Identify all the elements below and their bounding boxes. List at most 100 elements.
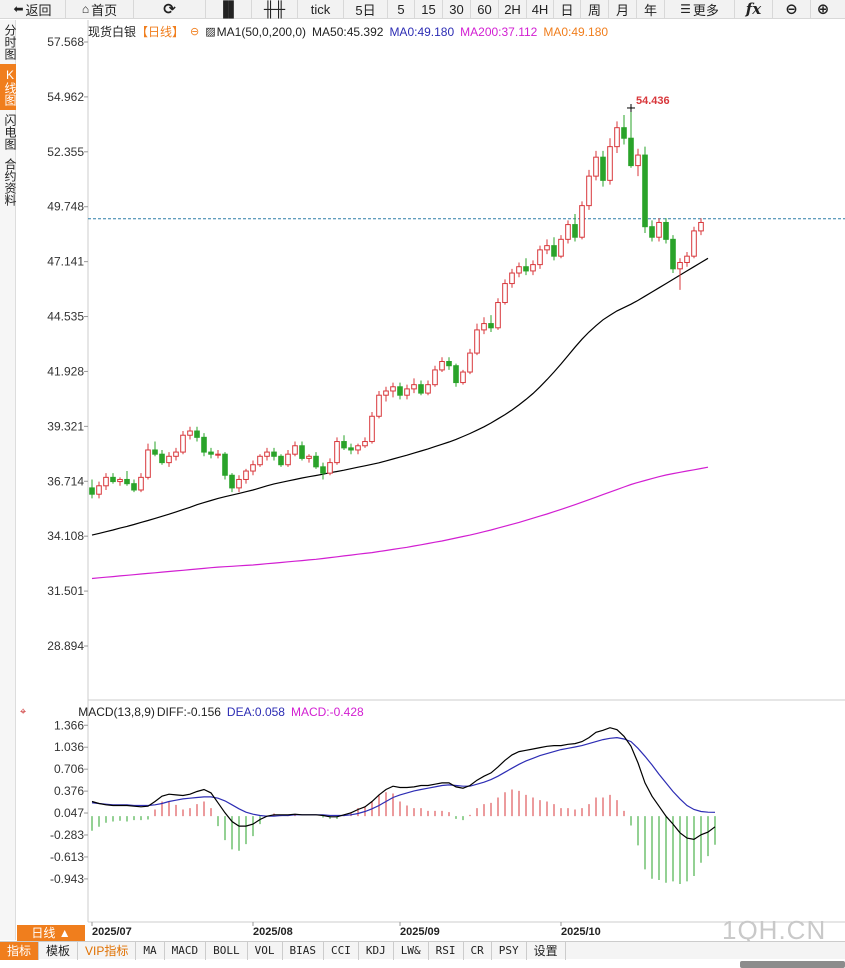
candle bbox=[467, 348, 473, 375]
tab-psy[interactable]: PSY bbox=[492, 941, 527, 960]
period-week[interactable]: 周 bbox=[581, 0, 609, 19]
candle-body bbox=[131, 483, 137, 491]
tab-indicator[interactable]: 指标 bbox=[0, 941, 40, 960]
candle-body bbox=[110, 476, 116, 483]
indicator-icon[interactable]: ▨ bbox=[205, 26, 216, 38]
horizontal-scrollbar[interactable] bbox=[740, 961, 845, 968]
macd-name: MACD(13,8,9) bbox=[78, 705, 155, 719]
period-month[interactable]: 月 bbox=[609, 0, 637, 19]
candle-body bbox=[313, 455, 319, 468]
candle bbox=[621, 115, 627, 145]
candle-body bbox=[481, 323, 487, 331]
macd-settings-icon[interactable]: ⌖ bbox=[20, 705, 27, 718]
candle bbox=[278, 454, 284, 467]
chart-canvas[interactable]: 54.436 57.568 54.962 52.355 49.748 47.141 44.… bbox=[0, 0, 845, 940]
period-2h[interactable]: 2H bbox=[499, 0, 527, 19]
candle-body bbox=[607, 146, 613, 181]
candle bbox=[89, 479, 95, 499]
candle-body bbox=[299, 445, 305, 459]
period-day[interactable]: 日 bbox=[554, 0, 581, 19]
candle bbox=[663, 218, 669, 244]
more-button[interactable]: ☰ 更多 bbox=[665, 0, 735, 19]
candle-body bbox=[460, 371, 466, 384]
candle bbox=[509, 268, 515, 288]
candle-body bbox=[530, 264, 536, 272]
tab-kdj[interactable]: KDJ bbox=[359, 941, 394, 960]
candle-body bbox=[565, 224, 571, 240]
x-tick-label: 2025/08 bbox=[253, 926, 293, 938]
period-15[interactable]: 15 bbox=[415, 0, 443, 19]
candle bbox=[166, 452, 172, 467]
tab-macd[interactable]: MACD bbox=[165, 941, 207, 960]
candle bbox=[418, 380, 424, 396]
tab-flash-chart[interactable]: 闪电图 bbox=[3, 114, 17, 150]
period-year[interactable]: 年 bbox=[637, 0, 665, 19]
tab-intraday[interactable]: 分时图 bbox=[3, 24, 17, 60]
candle-body bbox=[229, 474, 235, 489]
home-button[interactable]: ⌂ 首页 bbox=[66, 0, 134, 19]
tab-vip-indicator[interactable]: VIP指标 bbox=[78, 941, 137, 960]
candle-body bbox=[600, 156, 606, 181]
candle bbox=[306, 454, 312, 463]
period-5[interactable]: 5 bbox=[388, 0, 415, 19]
tab-ma[interactable]: MA bbox=[136, 941, 165, 960]
candle-chart-button[interactable]: ╫╫ bbox=[252, 0, 298, 19]
y-tick-label: 57.568 bbox=[47, 35, 84, 49]
y-tick-label: 28.894 bbox=[47, 639, 84, 653]
tab-rsi[interactable]: RSI bbox=[429, 941, 464, 960]
candle-body bbox=[698, 221, 704, 232]
tab-contract-info[interactable]: 合约资料 bbox=[3, 158, 17, 206]
y-tick-label: 49.748 bbox=[47, 200, 84, 214]
candle bbox=[320, 462, 326, 480]
candle bbox=[628, 107, 634, 168]
candle bbox=[586, 169, 592, 210]
candlestick-icon: ╫╫ bbox=[263, 0, 286, 18]
ma0-value: MA0:49.180 bbox=[389, 24, 455, 39]
period-tick[interactable]: tick bbox=[298, 0, 344, 19]
candle bbox=[173, 447, 179, 461]
candle bbox=[243, 468, 249, 484]
tab-settings[interactable]: 设置 bbox=[527, 941, 566, 960]
tab-template[interactable]: 模板 bbox=[39, 941, 79, 960]
candle bbox=[446, 357, 452, 370]
period-5day[interactable]: 5日 bbox=[344, 0, 388, 19]
bar-chart-button[interactable]: ▐▌ bbox=[206, 0, 252, 19]
candle-body bbox=[236, 478, 242, 489]
candle bbox=[425, 380, 431, 396]
candle-body bbox=[320, 466, 326, 474]
settings-circle-icon[interactable]: ⊖ bbox=[190, 26, 200, 38]
candle bbox=[152, 441, 158, 457]
period-30[interactable]: 30 bbox=[443, 0, 471, 19]
candle-body bbox=[173, 451, 179, 457]
candle bbox=[250, 460, 256, 476]
period-4h[interactable]: 4H bbox=[527, 0, 554, 19]
tab-kline[interactable]: K线图 bbox=[0, 64, 17, 110]
candle-body bbox=[656, 221, 662, 238]
refresh-button[interactable]: ⟳ bbox=[134, 0, 206, 19]
tab-lw[interactable]: LW& bbox=[394, 941, 429, 960]
period-60[interactable]: 60 bbox=[471, 0, 499, 19]
candle-body bbox=[502, 283, 508, 304]
zoom-in-button[interactable]: ⊕ bbox=[811, 0, 835, 19]
candle bbox=[222, 452, 228, 480]
candle-body bbox=[453, 365, 459, 384]
candle bbox=[299, 441, 305, 461]
zoom-out-button[interactable]: ⊖ bbox=[773, 0, 811, 19]
tab-cci[interactable]: CCI bbox=[324, 941, 359, 960]
fx-icon: fx bbox=[745, 0, 762, 18]
candle-body bbox=[432, 369, 438, 386]
back-button[interactable]: ⬅ 返回 bbox=[0, 0, 66, 19]
macd-tick-label: -0.613 bbox=[50, 850, 84, 864]
candle bbox=[544, 239, 550, 255]
formula-button[interactable]: fx bbox=[735, 0, 773, 19]
tab-vol[interactable]: VOL bbox=[248, 941, 283, 960]
candle-body bbox=[89, 487, 95, 495]
macd-tick-label: 0.376 bbox=[54, 784, 84, 798]
candle bbox=[348, 443, 354, 455]
period-selector[interactable]: 日线 ▲ bbox=[17, 925, 85, 941]
tab-cr[interactable]: CR bbox=[464, 941, 492, 960]
macd-tick-label: 1.366 bbox=[54, 718, 84, 732]
zoom-in-icon: ⊕ bbox=[816, 1, 830, 18]
tab-boll[interactable]: BOLL bbox=[206, 941, 248, 960]
tab-bias[interactable]: BIAS bbox=[283, 941, 324, 960]
